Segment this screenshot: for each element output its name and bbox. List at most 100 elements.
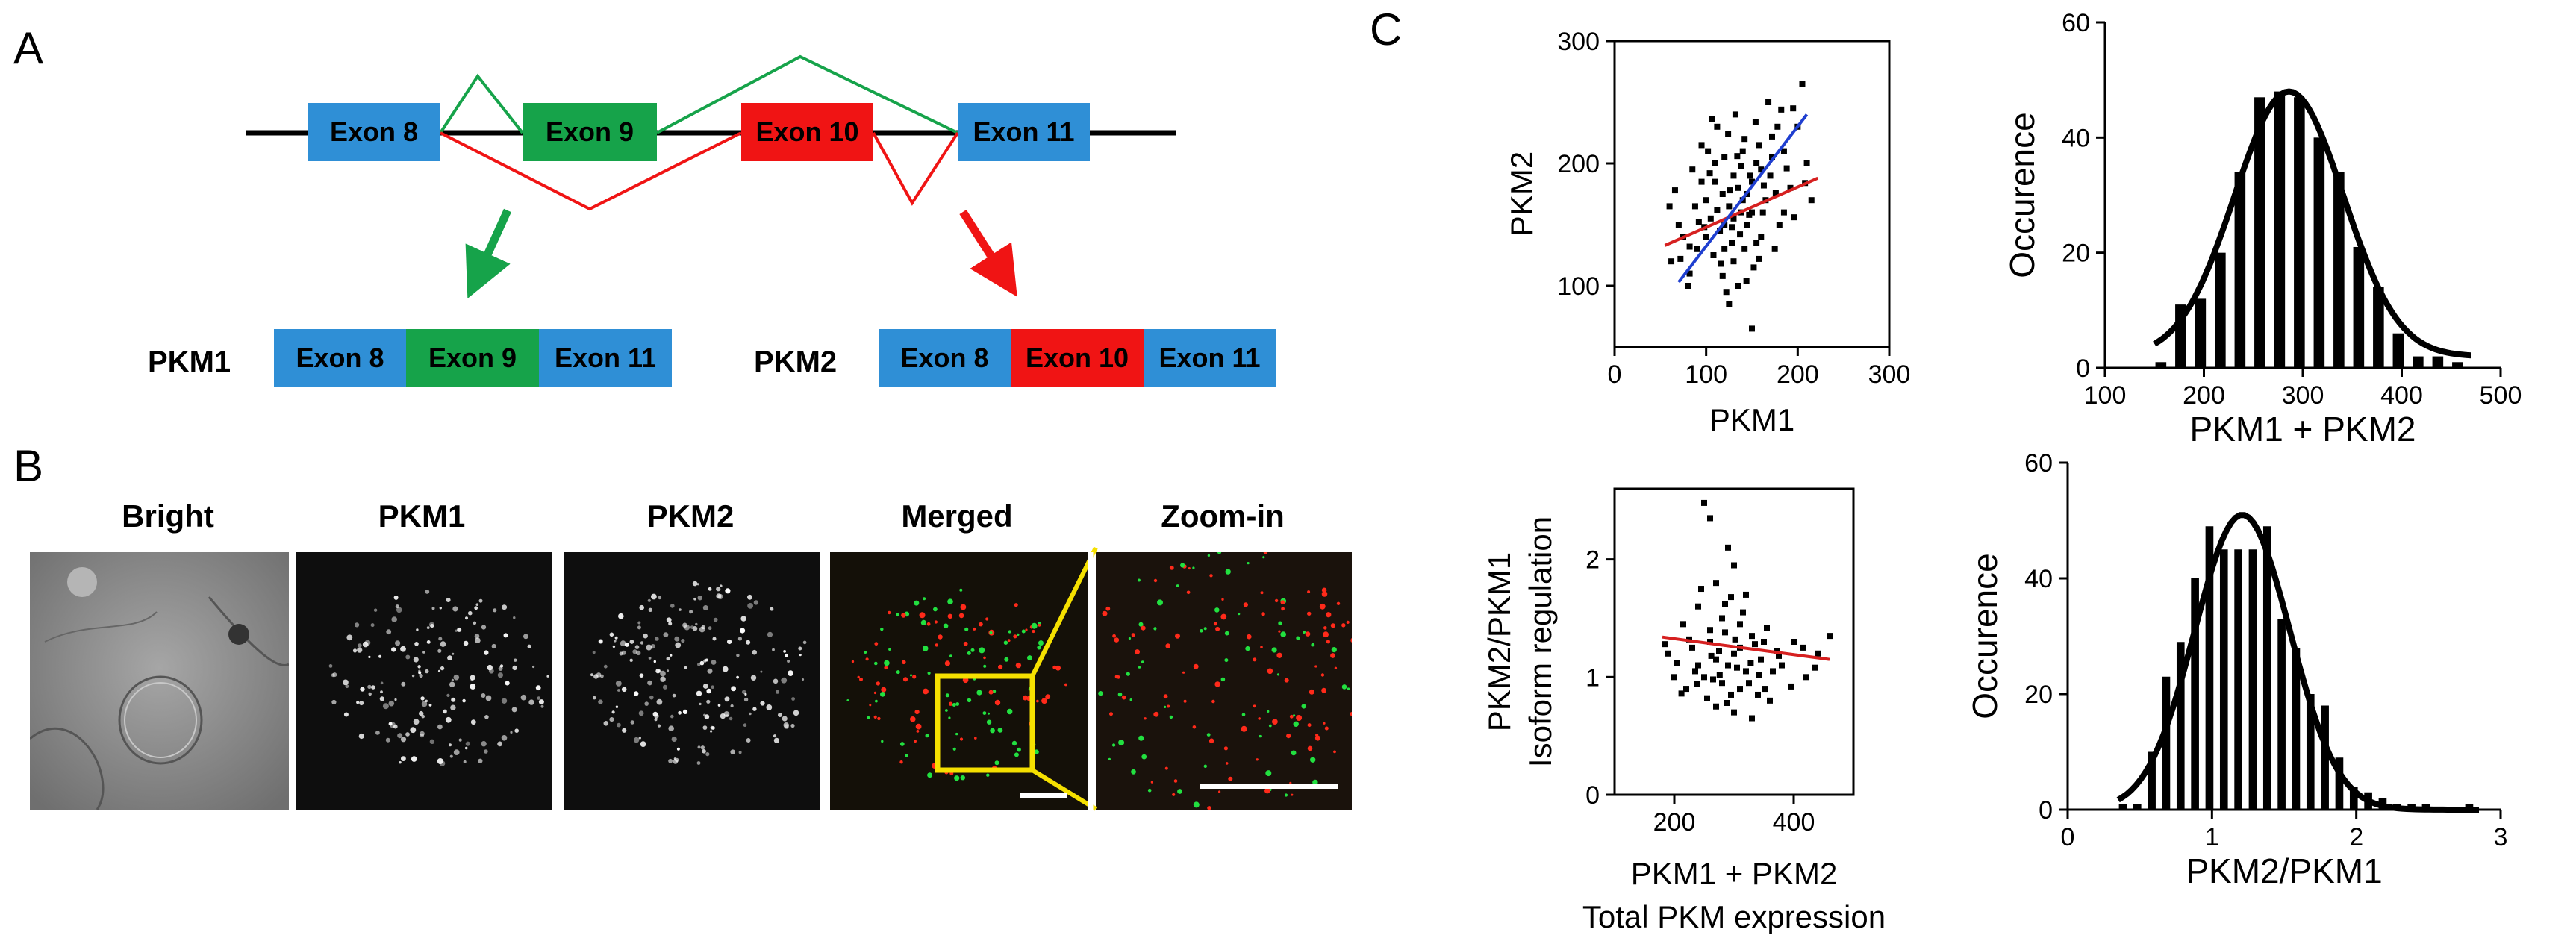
fluorescent-spot xyxy=(647,680,652,686)
chart3-frame xyxy=(1613,487,1855,796)
bright-field-texture xyxy=(30,552,289,810)
fluorescent-spot xyxy=(1336,601,1341,605)
scatter-point xyxy=(1717,228,1724,234)
fluorescent-spot xyxy=(421,714,425,719)
fluorescent-spot xyxy=(475,637,481,643)
fluorescent-spot xyxy=(1209,738,1214,744)
fluorescent-spot xyxy=(1260,646,1263,648)
fluorescent-spot xyxy=(697,745,701,749)
fluorescent-spot xyxy=(380,681,384,685)
fluorescent-spot xyxy=(1138,666,1141,669)
fluorescent-spot xyxy=(997,728,1003,733)
fluorescent-spot xyxy=(678,710,682,715)
fluorescent-spot xyxy=(396,607,402,613)
fluorescent-spot xyxy=(470,678,473,682)
fluorescent-spot xyxy=(388,700,395,707)
scatter-point xyxy=(1719,680,1725,687)
fluorescent-spot xyxy=(1038,640,1044,646)
scatter-point xyxy=(1743,591,1749,598)
scatter-point xyxy=(1718,260,1724,267)
fluorescent-spot xyxy=(910,716,916,722)
fluorescent-spot xyxy=(902,660,906,665)
fluorescent-spot xyxy=(1331,647,1337,653)
scatter-point xyxy=(1746,680,1752,687)
fluorescent-spot xyxy=(740,616,746,622)
pkm2-arrow-icon xyxy=(959,210,1017,297)
scatter-point xyxy=(1734,664,1740,671)
scatter-point xyxy=(1780,148,1787,154)
scatter-point xyxy=(1668,258,1675,265)
fluorescent-spot xyxy=(1293,721,1299,727)
scatter-point xyxy=(1779,662,1785,669)
fluorescent-spot xyxy=(741,690,746,695)
fluorescent-spot xyxy=(760,670,763,673)
scatter-point xyxy=(1710,676,1716,683)
scatter-point xyxy=(1747,660,1754,666)
fluorescent-spot xyxy=(598,639,603,644)
fluorescent-spot xyxy=(947,613,952,619)
fluorescent-spot xyxy=(1267,668,1273,675)
fluorescent-spot xyxy=(874,661,878,666)
scatter-point xyxy=(1692,668,1698,675)
fit-line-0 xyxy=(1664,176,1819,247)
fluorescent-spot xyxy=(1271,647,1277,653)
fluorescent-spot xyxy=(1350,712,1352,716)
fluorescent-spot xyxy=(702,725,708,730)
fluorescent-spot xyxy=(979,622,983,627)
fluorescent-spot xyxy=(916,730,920,733)
fluorescent-spot xyxy=(923,597,926,601)
scatter-point xyxy=(1728,691,1734,698)
x-tick-label: 400 xyxy=(2380,381,2423,410)
fluorescent-spot xyxy=(986,719,992,725)
fluorescent-spot xyxy=(393,595,399,600)
fluorescent-spot xyxy=(703,659,707,663)
fluorescent-spot xyxy=(1109,712,1113,716)
x-tick-label: 300 xyxy=(2282,381,2324,410)
fluorescent-spot xyxy=(1008,630,1011,634)
fluorescent-spot xyxy=(418,671,422,675)
y-tick-label: 1 xyxy=(1585,663,1600,692)
fluorescent-spot xyxy=(420,733,425,738)
panel-label-c: C xyxy=(1370,4,1403,54)
scatter-point xyxy=(1683,686,1689,693)
fluorescent-spot xyxy=(679,608,682,611)
fluorescent-spot xyxy=(1150,781,1153,784)
fluorescent-spot xyxy=(455,629,458,632)
fluorescent-spot xyxy=(1253,704,1256,708)
fluorescent-spot xyxy=(1017,747,1021,752)
fluorescent-spot xyxy=(630,720,634,725)
gaussian-fit-curve xyxy=(2153,88,2471,359)
fluorescent-spot xyxy=(1032,629,1035,634)
merged-spots xyxy=(846,588,1067,781)
fluorescent-spot xyxy=(663,632,669,637)
fluorescent-spot xyxy=(1268,724,1272,728)
y-tick-label: 60 xyxy=(2024,449,2053,478)
pkm1-spots xyxy=(328,590,549,766)
fluorescent-spot xyxy=(675,757,679,763)
pkm2-spots xyxy=(590,581,807,765)
fluorescent-spot xyxy=(439,607,442,610)
fluorescent-spot xyxy=(449,681,455,687)
fluorescent-spot xyxy=(770,607,774,611)
scatter-point xyxy=(1827,633,1833,640)
fluorescent-spot xyxy=(1350,638,1352,643)
x-tick-label: 200 xyxy=(2183,381,2225,410)
fluorescent-spot xyxy=(947,598,953,604)
fluorescent-spot xyxy=(1278,630,1281,633)
fluorescent-spot xyxy=(638,710,644,716)
fluorescent-spot xyxy=(359,701,364,706)
scatter-point xyxy=(1712,178,1718,185)
fluorescent-spot xyxy=(1213,622,1217,626)
fluorescent-spot xyxy=(1284,793,1288,797)
fluorescent-spot xyxy=(596,672,602,678)
pkm2-image xyxy=(564,552,820,810)
fluorescent-spot xyxy=(497,672,503,678)
fluorescent-spot xyxy=(395,604,399,609)
x-tick-label: 3 xyxy=(2494,823,2508,851)
fit-line-0 xyxy=(1662,635,1830,661)
fluorescent-spot xyxy=(944,660,950,666)
scatter-point xyxy=(1783,165,1790,172)
fluorescent-spot xyxy=(1031,622,1038,629)
fluorescent-spot xyxy=(668,725,674,731)
fluorescent-spot xyxy=(1102,610,1108,616)
